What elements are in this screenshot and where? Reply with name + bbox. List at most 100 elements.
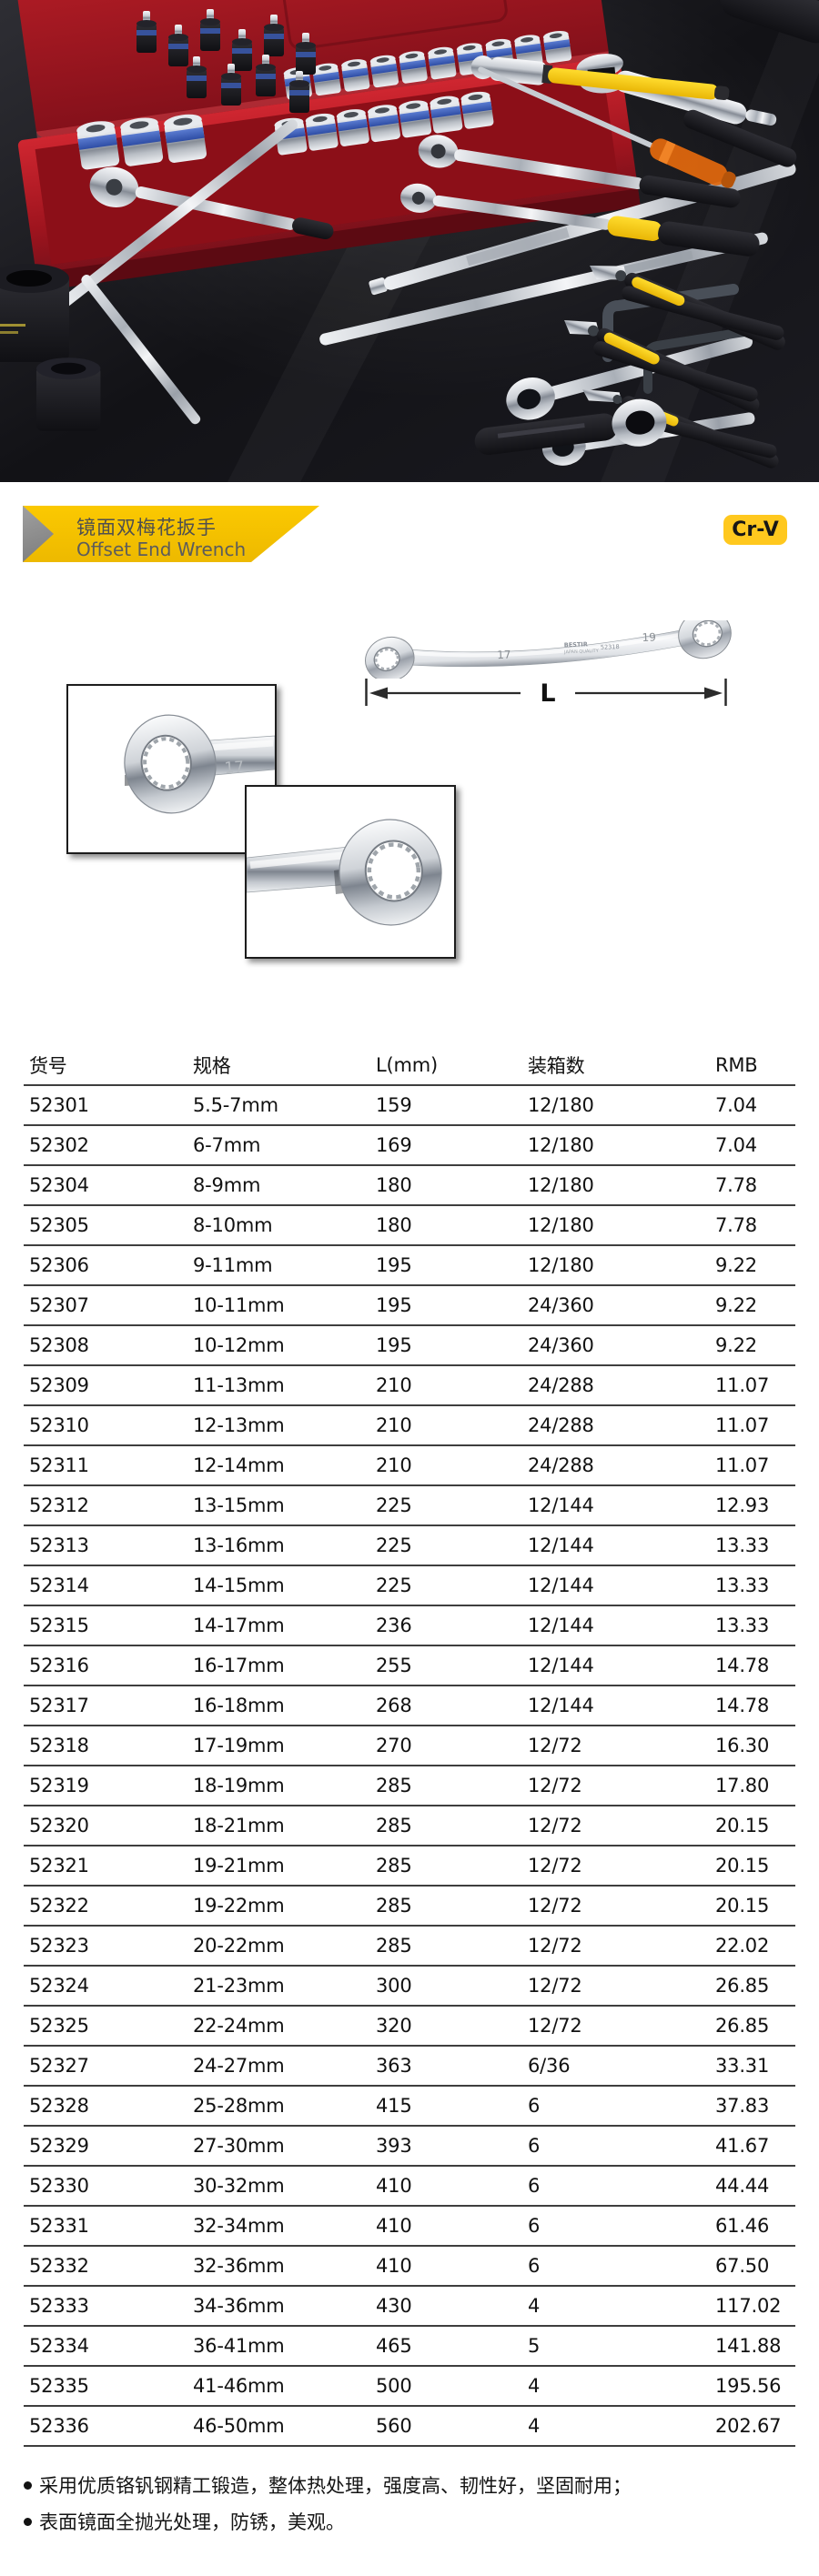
table-cell: 12/180 xyxy=(528,1214,594,1236)
table-row: 52309 11-13mm 210 24/288 11.07 xyxy=(24,1365,795,1405)
table-cell: 52315 xyxy=(29,1615,89,1636)
table-cell: 285 xyxy=(376,1855,412,1877)
table-row: 52317 16-18mm 268 12/144 14.78 xyxy=(24,1685,795,1726)
table-cell: 11.07 xyxy=(715,1414,770,1436)
table-cell: 12/144 xyxy=(528,1575,594,1596)
table-row: 52330 30-32mm 410 6 44.44 xyxy=(24,2166,795,2206)
wrench-size-left: 17 xyxy=(497,649,511,662)
table-cell: 20.15 xyxy=(715,1895,770,1917)
table-cell: 202.67 xyxy=(715,2415,782,2437)
table-cell: 24/360 xyxy=(528,1294,594,1316)
table-cell: 9-11mm xyxy=(193,1254,273,1276)
table-cell: 21-23mm xyxy=(193,1975,285,1997)
table-row: 52311 12-14mm 210 24/288 11.07 xyxy=(24,1445,795,1485)
table-cell: 52319 xyxy=(29,1775,89,1796)
table-cell: 12/180 xyxy=(528,1254,594,1276)
ratchet-handle xyxy=(89,166,334,240)
table-cell: 52308 xyxy=(29,1334,89,1356)
table-cell: 17.80 xyxy=(715,1775,770,1796)
table-cell: 225 xyxy=(376,1535,412,1556)
table-cell: 52323 xyxy=(29,1935,89,1957)
table-cell: 22.02 xyxy=(715,1935,770,1957)
table-cell: 11.07 xyxy=(715,1374,770,1396)
table-cell: 180 xyxy=(376,1174,412,1196)
t-handle-bar xyxy=(58,119,298,309)
footnote-item: 表面镜面全抛光处理，防锈，美观。 xyxy=(24,2503,632,2540)
table-cell: 236 xyxy=(376,1615,412,1636)
table-cell: 11-13mm xyxy=(193,1374,285,1396)
table-row: 52333 34-36mm 430 4 117.02 xyxy=(24,2286,795,2326)
table-cell: 7.04 xyxy=(715,1134,757,1156)
column-header: 货号 xyxy=(29,1055,67,1077)
table-row: 52302 6-7mm 169 12/180 7.04 xyxy=(24,1125,795,1165)
table-cell: 10-11mm xyxy=(193,1294,285,1316)
table-cell: 52321 xyxy=(29,1855,89,1877)
crv-badge: Cr-V xyxy=(723,515,787,545)
wrench-code: 52318 xyxy=(601,643,620,651)
table-row: 52305 8-10mm 180 12/180 7.78 xyxy=(24,1205,795,1245)
table-cell: 4 xyxy=(528,2295,541,2317)
table-row: 52312 13-15mm 225 12/144 12.93 xyxy=(24,1485,795,1525)
table-cell: 300 xyxy=(376,1975,412,1997)
table-cell: 6-7mm xyxy=(193,1134,261,1156)
table-cell: 195 xyxy=(376,1334,412,1356)
table-cell: 16.30 xyxy=(715,1735,770,1756)
table-cell: 11.07 xyxy=(715,1454,770,1476)
table-cell: 159 xyxy=(376,1094,412,1116)
table-cell: 52317 xyxy=(29,1695,89,1716)
table-cell: 6/36 xyxy=(528,2055,571,2077)
table-cell: 52316 xyxy=(29,1655,89,1676)
table-cell: 285 xyxy=(376,1775,412,1796)
table-cell: 560 xyxy=(376,2415,412,2437)
table-cell: 9.22 xyxy=(715,1294,757,1316)
table-cell: 22-24mm xyxy=(193,2015,285,2037)
table-cell: 52310 xyxy=(29,1414,89,1436)
table-cell: 12/72 xyxy=(528,1895,582,1917)
pliers-2 xyxy=(564,320,760,413)
table-cell: 210 xyxy=(376,1414,412,1436)
table-cell: 30-32mm xyxy=(193,2175,285,2197)
table-cell: 52335 xyxy=(29,2375,89,2397)
wrench-brand: BESTIR xyxy=(564,640,588,649)
table-row: 52322 19-22mm 285 12/72 20.15 xyxy=(24,1886,795,1926)
table-cell: 52305 xyxy=(29,1214,89,1236)
table-cell: 285 xyxy=(376,1815,412,1836)
table-cell: 13-15mm xyxy=(193,1494,285,1516)
table-cell: 195 xyxy=(376,1294,412,1316)
table-cell: 6 xyxy=(528,2255,541,2277)
table-cell: 12/72 xyxy=(528,1775,582,1796)
table-cell: 13.33 xyxy=(715,1615,770,1636)
table-cell: 52325 xyxy=(29,2015,89,2037)
hex-key xyxy=(602,284,739,362)
detail-inset-right xyxy=(245,785,456,959)
table-cell: 393 xyxy=(376,2135,412,2157)
table-cell: 415 xyxy=(376,2095,412,2117)
table-cell: 13-16mm xyxy=(193,1535,285,1556)
table-cell: 12/72 xyxy=(528,1815,582,1836)
table-cell: 169 xyxy=(376,1134,412,1156)
table-cell: 37.83 xyxy=(715,2095,770,2117)
table-cell: 500 xyxy=(376,2375,412,2397)
table-cell: 255 xyxy=(376,1655,412,1676)
table-cell: 24/288 xyxy=(528,1414,594,1436)
table-cell: 12-13mm xyxy=(193,1414,285,1436)
table-cell: 13.33 xyxy=(715,1535,770,1556)
table-cell: 225 xyxy=(376,1575,412,1596)
tool-grip-corner xyxy=(720,0,819,44)
table-cell: 7.78 xyxy=(715,1174,757,1196)
bullet-dot-icon xyxy=(24,2517,32,2526)
table-cell: 12/144 xyxy=(528,1655,594,1676)
table-cell: 195 xyxy=(376,1254,412,1276)
t-handle-cross xyxy=(81,275,201,425)
price-table: 货号 规格 L(mm) 装箱数 RMB 52301 5.5-7mm 159 12/180 7.0… xyxy=(24,1046,795,2447)
table-row: 52308 10-12mm 195 24/360 9.22 xyxy=(24,1325,795,1365)
screwdriver xyxy=(478,66,736,188)
table-cell: 410 xyxy=(376,2255,412,2277)
table-cell: 18-19mm xyxy=(193,1775,285,1796)
table-row: 52310 12-13mm 210 24/288 11.07 xyxy=(24,1405,795,1445)
table-cell: 32-34mm xyxy=(193,2215,285,2237)
table-cell: 52329 xyxy=(29,2135,89,2157)
table-cell: 363 xyxy=(376,2055,412,2077)
table-cell: 180 xyxy=(376,1214,412,1236)
